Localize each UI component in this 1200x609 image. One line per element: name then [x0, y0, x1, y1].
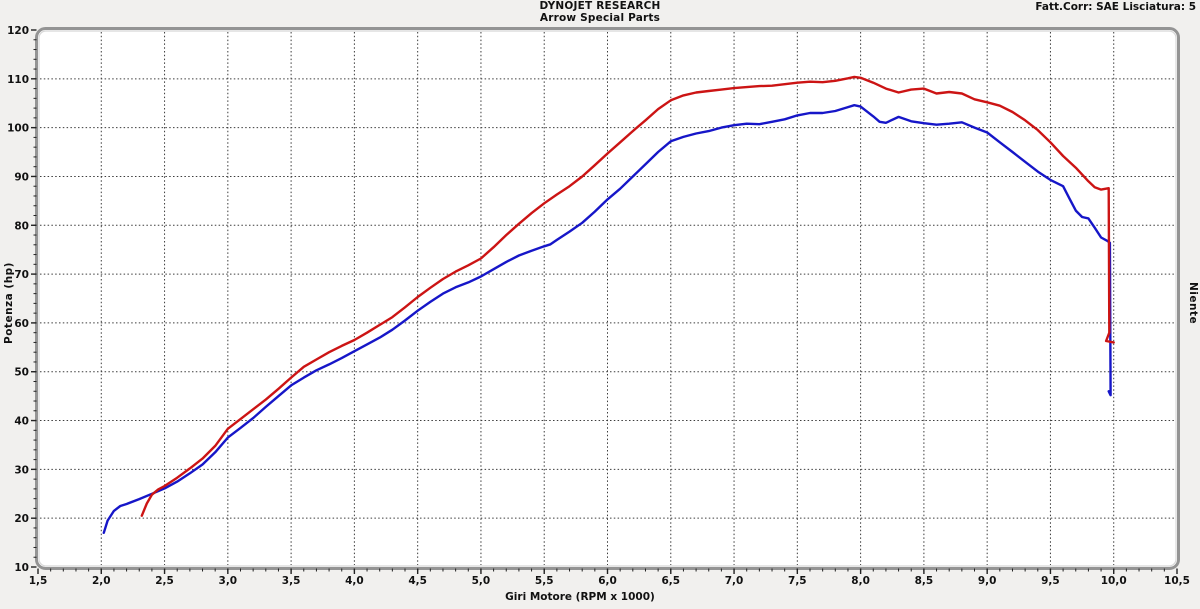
y-tick-label: 110 — [7, 74, 29, 86]
y-tick-label: 60 — [14, 318, 29, 330]
x-tick-label: 6,5 — [661, 575, 680, 587]
x-tick-label: 10,0 — [1101, 575, 1127, 587]
y-tick-label: 40 — [14, 416, 29, 428]
y-tick-label: 100 — [7, 123, 29, 135]
y-tick-label: 30 — [14, 464, 29, 476]
x-tick-label: 3,0 — [219, 575, 238, 587]
y-tick-label: 80 — [14, 220, 29, 232]
x-tick-label: 7,5 — [788, 575, 807, 587]
chart-title: DYNOJET RESEARCH Arrow Special Parts — [0, 0, 1200, 24]
plot-frame-inner — [38, 30, 1177, 567]
correction-info-label: Fatt.Corr: SAE Lisciatura: 5 — [1035, 1, 1196, 13]
y-tick-label: 20 — [14, 513, 29, 525]
x-tick-label: 9,0 — [978, 575, 997, 587]
y-tick-label: 10 — [14, 562, 29, 574]
x-tick-label: 2,0 — [92, 575, 111, 587]
x-tick-label: 5,5 — [535, 575, 554, 587]
chart-title-line1: DYNOJET RESEARCH — [539, 0, 661, 12]
run-name-label: Niente — [1187, 282, 1199, 325]
x-tick-label: 10,5 — [1164, 575, 1190, 587]
y-tick-label: 90 — [14, 171, 29, 183]
x-tick-label: 3,5 — [282, 575, 301, 587]
y-tick-label: 120 — [7, 25, 29, 37]
x-tick-label: 2,5 — [155, 575, 174, 587]
x-tick-label: 7,0 — [725, 575, 744, 587]
series-blue-run-line — [102, 103, 1112, 534]
x-tick-label: 1,5 — [29, 575, 48, 587]
x-axis-title: Giri Motore (RPM x 1000) — [505, 591, 655, 603]
x-tick-label: 4,5 — [408, 575, 427, 587]
x-tick-label: 4,0 — [345, 575, 364, 587]
x-tick-label: 5,0 — [472, 575, 491, 587]
chart-title-line2: Arrow Special Parts — [539, 12, 661, 24]
x-tick-label: 9,5 — [1041, 575, 1060, 587]
series-red-run-line — [140, 75, 1115, 517]
x-tick-label: 8,0 — [851, 575, 870, 587]
x-tick-label: 8,5 — [915, 575, 934, 587]
y-tick-label: 50 — [14, 367, 29, 379]
x-tick-label: 6,0 — [598, 575, 617, 587]
y-tick-label: 70 — [14, 269, 29, 281]
